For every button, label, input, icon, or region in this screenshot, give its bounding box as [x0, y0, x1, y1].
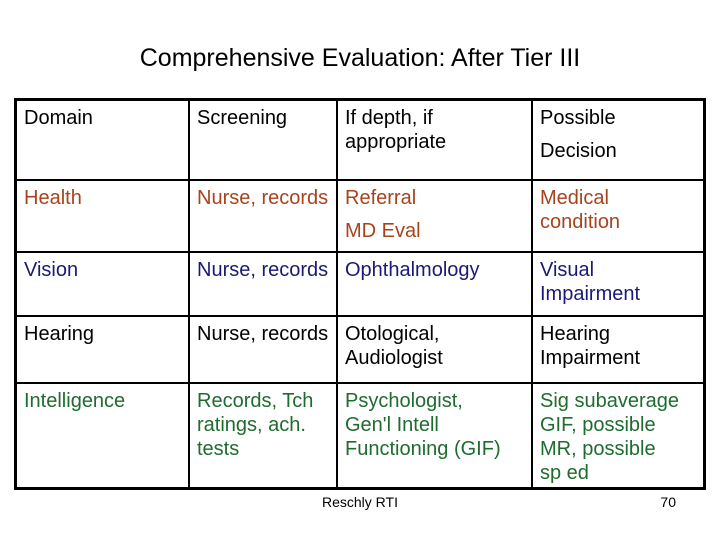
cell-line: tests: [197, 438, 240, 460]
cell-line: Functioning (GIF): [345, 438, 501, 460]
health-cell-if-depth: Referral MD Eval: [338, 181, 533, 253]
cell-line: GIF, possible: [540, 414, 656, 436]
vision-cell-if-depth: Ophthalmology: [338, 253, 533, 317]
cell-line: ratings, ach.: [197, 414, 306, 436]
hearing-cell-if-depth: Otological, Audiologist: [338, 317, 533, 384]
cell-line: Sig subaverage: [540, 390, 679, 412]
cell-line: Health: [24, 187, 82, 209]
cell-line: Intelligence: [24, 390, 126, 412]
cell-line: Nurse, records: [197, 259, 329, 281]
cell-line: Ophthalmology: [345, 259, 480, 281]
cell-line: appropriate: [345, 131, 447, 153]
hearing-cell-screening: Nurse, records: [190, 317, 338, 384]
cell-line: condition: [540, 211, 621, 233]
intelligence-cell-if-depth: Psychologist, Gen'l Intell Functioning (…: [338, 384, 533, 487]
cell-line: Medical: [540, 187, 609, 209]
cell-line: Domain: [24, 107, 93, 129]
header-cell-if-depth: If depth, if appropriate: [338, 101, 533, 181]
intelligence-cell-decision: Sig subaverage GIF, possible MR, possibl…: [533, 384, 703, 487]
cell-line: Hearing: [540, 323, 611, 345]
cell-line: Impairment: [540, 283, 641, 305]
cell-line: Screening: [197, 107, 288, 129]
cell-line: Possible: [540, 107, 616, 129]
cell-line: Hearing: [24, 323, 95, 345]
cell-line: Decision: [540, 140, 617, 162]
cell-line: MR, possible: [540, 438, 656, 460]
health-cell-domain: Health: [17, 181, 190, 253]
footer-caption: Reschly RTI: [322, 494, 398, 510]
hearing-cell-decision: Hearing Impairment: [533, 317, 703, 384]
cell-line: Impairment: [540, 347, 641, 369]
vision-cell-screening: Nurse, records: [190, 253, 338, 317]
cell-line: MD Eval: [345, 220, 421, 242]
cell-line: sp ed: [540, 462, 589, 484]
cell-line: If depth, if: [345, 107, 433, 129]
intelligence-cell-domain: Intelligence: [17, 384, 190, 487]
vision-cell-domain: Vision: [17, 253, 190, 317]
intelligence-cell-screening: Records, Tch ratings, ach. tests: [190, 384, 338, 487]
health-cell-screening: Nurse, records: [190, 181, 338, 253]
cell-line: Nurse, records: [197, 187, 329, 209]
cell-line: Referral: [345, 187, 417, 209]
cell-line: Vision: [24, 259, 79, 281]
page-number: 70: [660, 494, 676, 510]
hearing-cell-domain: Hearing: [17, 317, 190, 384]
cell-line: Nurse, records: [197, 323, 329, 345]
header-cell-screening: Screening: [190, 101, 338, 181]
page-title: Comprehensive Evaluation: After Tier III: [139, 44, 581, 72]
vision-cell-decision: Visual Impairment: [533, 253, 703, 317]
cell-line: Records, Tch: [197, 390, 314, 412]
header-cell-domain: Domain: [17, 101, 190, 181]
cell-line: Audiologist: [345, 347, 443, 369]
health-cell-decision: Medical condition: [533, 181, 703, 253]
cell-line: Psychologist,: [345, 390, 463, 412]
evaluation-table: Domain Screening If depth, if appropriat…: [14, 98, 706, 490]
header-cell-possible-decision: Possible Decision: [533, 101, 703, 181]
cell-line: Otological,: [345, 323, 440, 345]
cell-line: Gen'l Intell: [345, 414, 439, 436]
cell-line: Visual: [540, 259, 595, 281]
